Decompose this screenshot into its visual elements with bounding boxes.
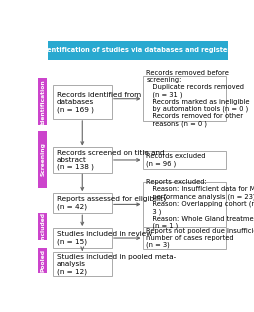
Text: Included: Included xyxy=(40,212,45,241)
FancyBboxPatch shape xyxy=(52,85,112,119)
FancyBboxPatch shape xyxy=(142,76,225,121)
Text: Studies included in pooled meta-
analysis
(n = 12): Studies included in pooled meta- analysi… xyxy=(56,254,175,275)
FancyBboxPatch shape xyxy=(47,41,227,60)
Text: Records excluded
(n = 96 ): Records excluded (n = 96 ) xyxy=(146,153,205,167)
Text: Records screened on title and
abstract
(n = 138 ): Records screened on title and abstract (… xyxy=(56,150,164,170)
Text: Records removed before
screening:
   Duplicate records removed
   (n = 31 )
   R: Records removed before screening: Duplic… xyxy=(146,71,249,127)
FancyBboxPatch shape xyxy=(142,151,225,169)
FancyBboxPatch shape xyxy=(38,78,47,125)
Text: Identification of studies via databases and registers: Identification of studies via databases … xyxy=(40,47,234,53)
FancyBboxPatch shape xyxy=(142,227,225,249)
FancyBboxPatch shape xyxy=(142,182,225,227)
Text: Reports excluded:
   Reason: Insufficient data for MRI
   performance analysis (: Reports excluded: Reason: Insufficient d… xyxy=(146,179,254,229)
FancyBboxPatch shape xyxy=(52,228,112,248)
Text: Pooled: Pooled xyxy=(40,249,45,272)
FancyBboxPatch shape xyxy=(38,213,47,241)
Text: Identification: Identification xyxy=(40,79,45,124)
Text: Reports assessed for eligibility
(n = 42): Reports assessed for eligibility (n = 42… xyxy=(56,197,166,210)
Text: Records identified from
databases
(n = 169 ): Records identified from databases (n = 1… xyxy=(56,92,140,113)
FancyBboxPatch shape xyxy=(52,193,112,213)
FancyBboxPatch shape xyxy=(52,252,112,276)
FancyBboxPatch shape xyxy=(52,147,112,173)
Text: Screening: Screening xyxy=(40,142,45,176)
Text: Studies included in review
(n = 15): Studies included in review (n = 15) xyxy=(56,231,151,245)
Text: Reports not pooled due insufficient
number of cases reported
(n = 3): Reports not pooled due insufficient numb… xyxy=(146,228,254,248)
FancyBboxPatch shape xyxy=(38,131,47,188)
FancyBboxPatch shape xyxy=(38,248,47,273)
